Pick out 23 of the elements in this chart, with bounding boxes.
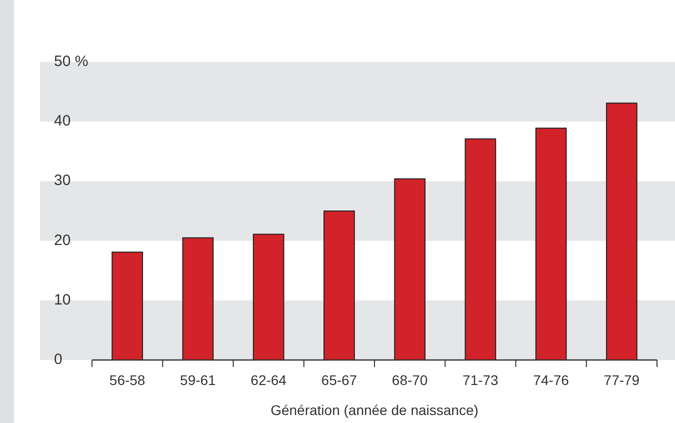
x-tick-label: 65-67 (321, 372, 358, 388)
y-tick-label: 50 % (54, 52, 88, 70)
y-tick-label: 0 (54, 350, 62, 368)
x-tick-label: 77-79 (604, 372, 640, 388)
y-tick-label: 10 (54, 291, 71, 308)
bar (606, 102, 638, 360)
bar (464, 138, 496, 360)
x-tick-label: 74-76 (533, 372, 570, 388)
bar (394, 178, 426, 360)
y-tick-label: 40 (54, 112, 71, 130)
bar (252, 234, 284, 360)
x-tick-label: 71-73 (462, 372, 499, 388)
bar (535, 128, 567, 360)
x-tick-label: 68-70 (392, 372, 428, 388)
y-tick-label: 20 (54, 232, 71, 249)
bar (112, 252, 143, 360)
x-tick-label: 56-58 (109, 372, 146, 388)
bar (182, 237, 214, 360)
x-tick-label: 59-61 (180, 372, 216, 388)
bar (324, 210, 355, 360)
x-tick-label: 62-64 (250, 372, 287, 388)
y-tick-label: 30 (54, 172, 71, 190)
x-axis-title: Génération (année de naissance) (270, 402, 478, 418)
